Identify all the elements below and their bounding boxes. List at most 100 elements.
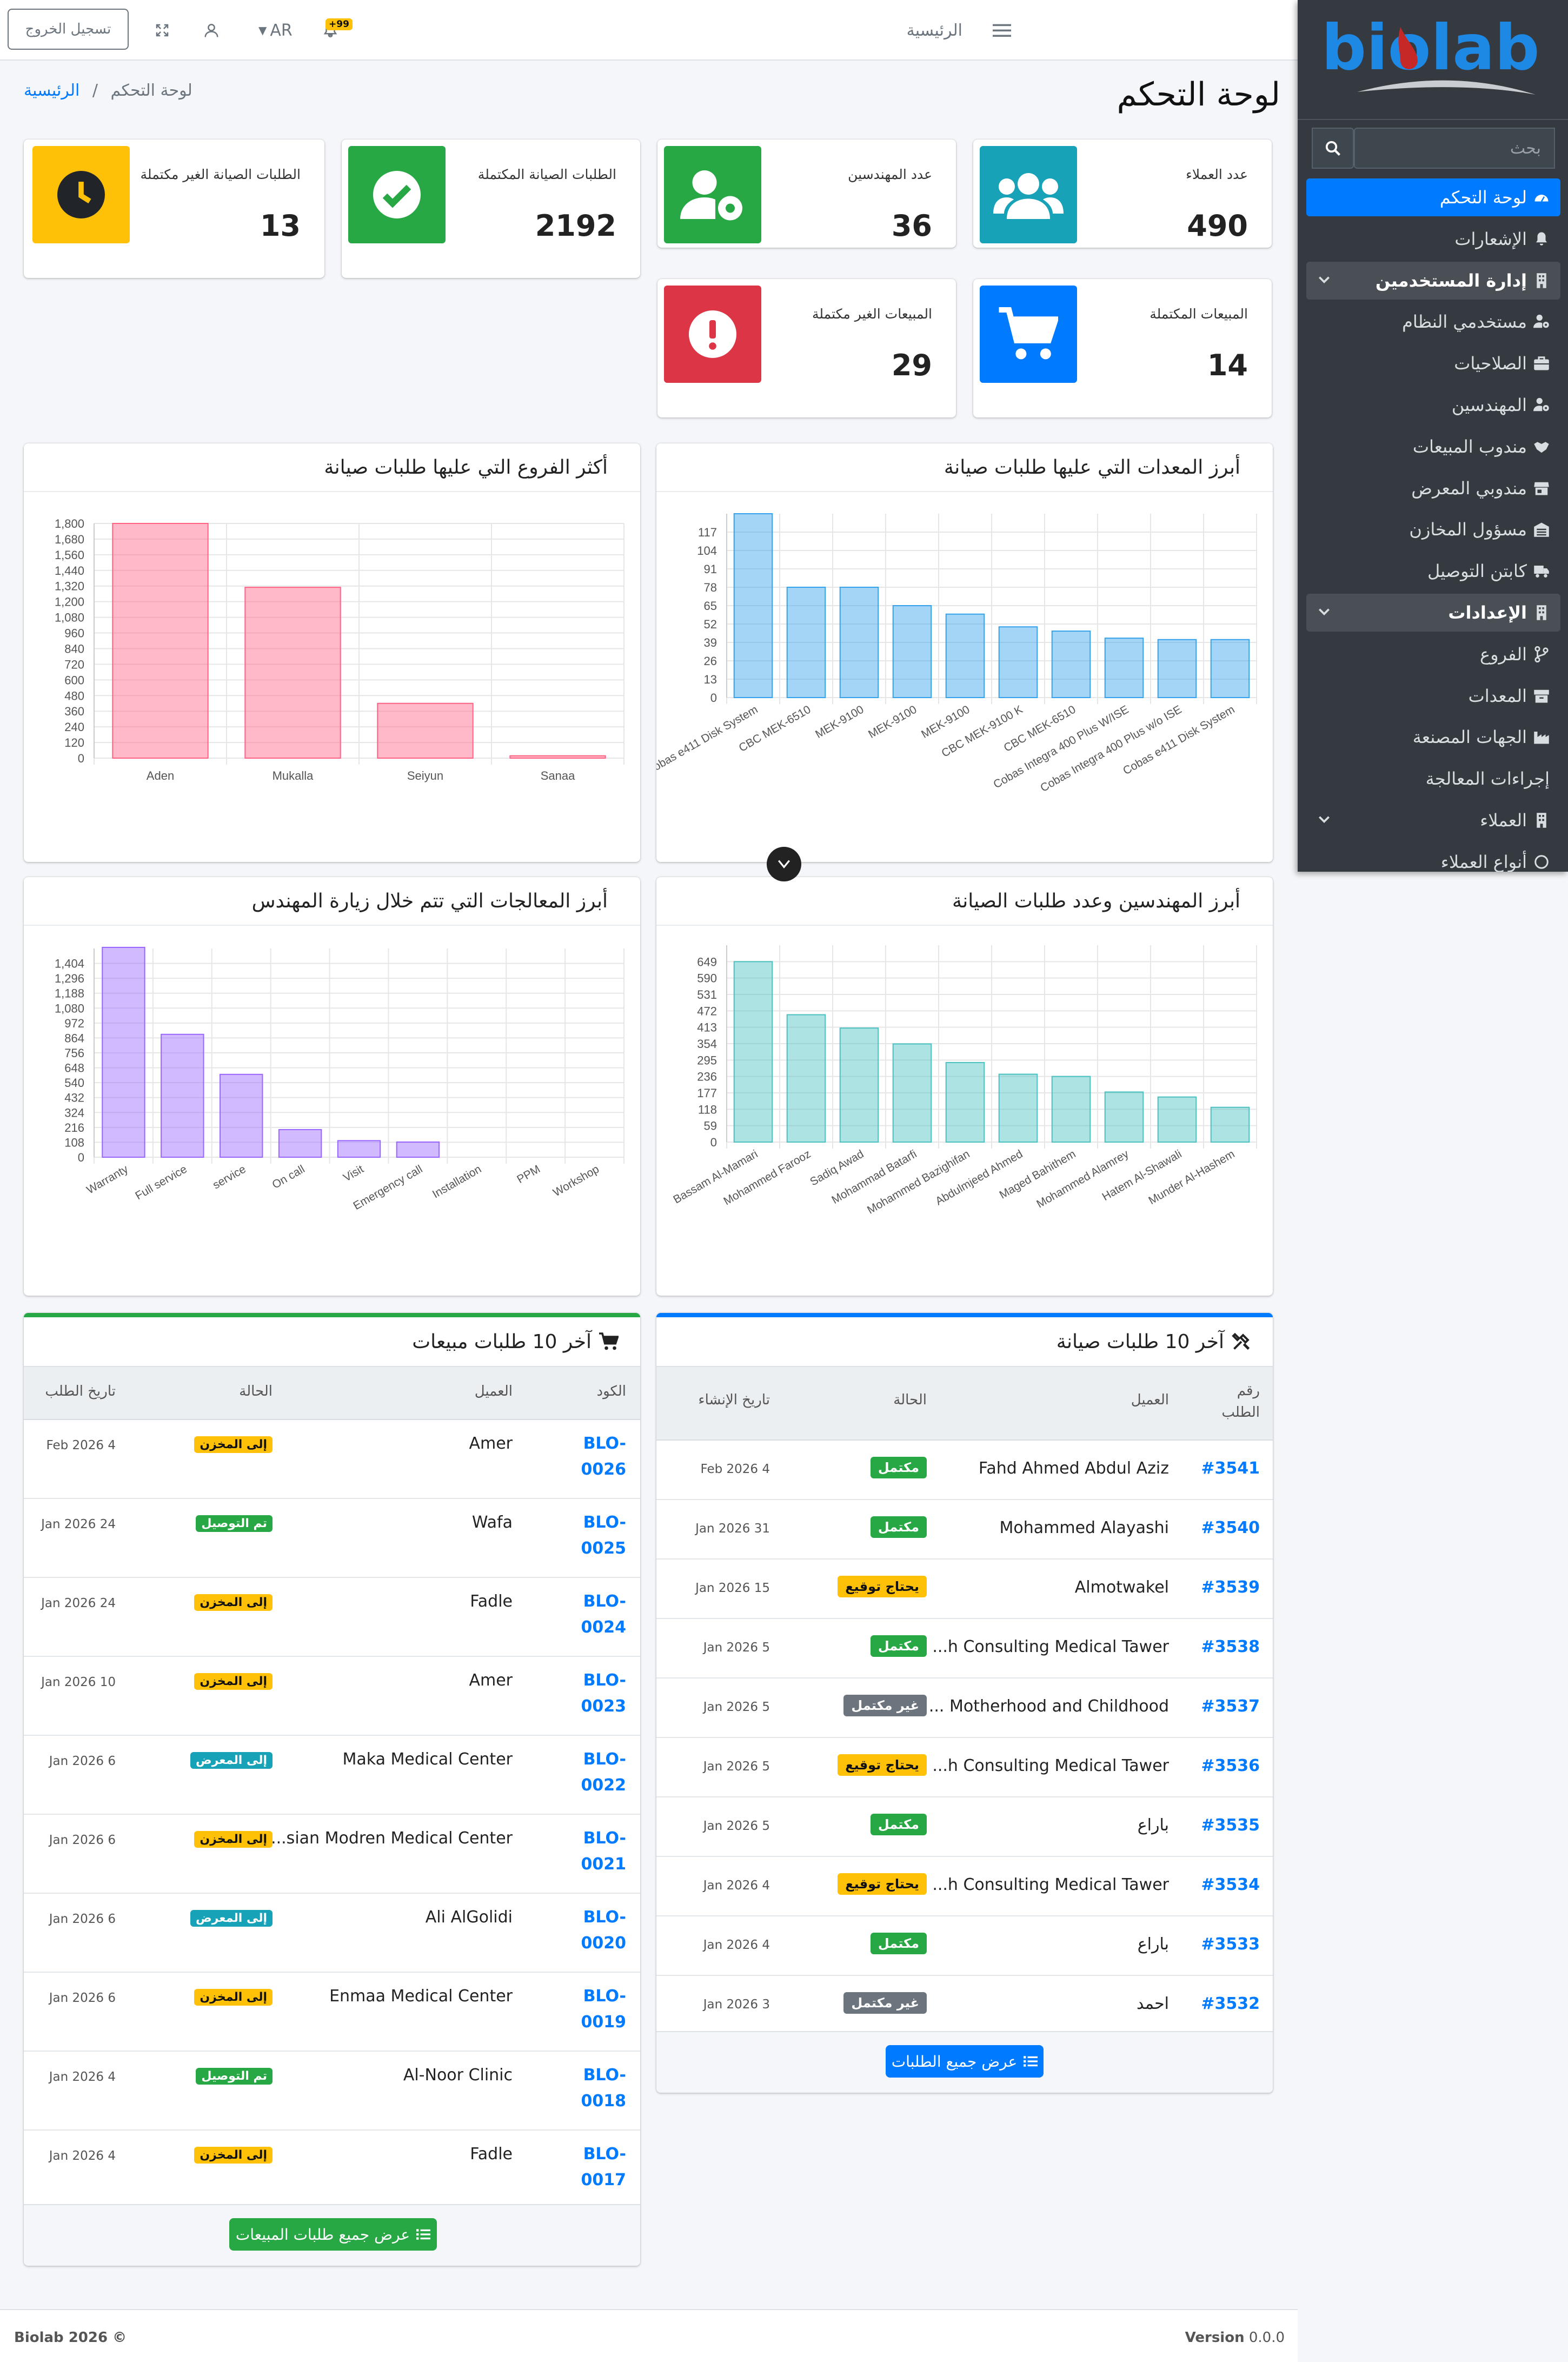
sidebar-item[interactable]: المهندسين [1306,386,1560,424]
notifications-icon[interactable] [322,0,338,61]
y-tick-label: 1,560 [55,548,84,562]
sidebar-item[interactable]: مندوب المبيعات [1306,428,1560,466]
language-dropdown[interactable]: ▼ AR [258,21,293,40]
y-tick-label: 413 [697,1021,717,1034]
sale-code-link[interactable]: BLO- 0019 [581,1983,627,2035]
sidebar-item[interactable]: مندوبي المعرض [1306,469,1560,507]
table-row[interactable]: BLO- 0018 Al-Noor Clinic تم التوصيل Jan 2… [24,2052,640,2131]
sidebar-item[interactable]: الفروع [1306,635,1560,673]
request-id-link[interactable]: #3532 [1201,1994,1260,2013]
stat-incomplete-maintenance[interactable]: الطلبات الصيانة الغير مكتملة 13 [24,140,324,278]
sidebar-item[interactable]: إدارة المستخدمين [1306,261,1560,300]
created-date: Jan 2026 5 [703,1760,770,1774]
request-id-link[interactable]: #3541 [1201,1459,1260,1478]
sale-code-link[interactable]: BLO- 0018 [581,2062,627,2114]
sale-code-link[interactable]: BLO- 0023 [581,1668,627,1720]
sidebar-search-input[interactable]: بحث [1354,128,1555,169]
y-tick-label: 480 [64,689,84,702]
brand-logo[interactable]: biolab [1298,0,1568,120]
table-row[interactable]: BLO- 0019 Enmaa Medical Center إلى المخزن… [24,1973,640,2052]
request-id-link[interactable]: #3539 [1201,1578,1260,1597]
sale-code-link[interactable]: BLO- 0017 [581,2141,627,2193]
table-row[interactable]: #3540 Mohammed Alayashi مكتمل Jan 2026 3… [656,1500,1273,1560]
table-row[interactable]: #3537 ... Motherhood and Childhood غير م… [656,1678,1273,1738]
sidebar-search-button[interactable] [1312,128,1354,169]
breadcrumb-current: لوحة التحكم [110,81,192,100]
sale-code-link[interactable]: BLO- 0020 [581,1905,627,1956]
table-row[interactable]: BLO- 0023 Amer إلى المخزن Jan 2026 10 [24,1657,640,1736]
fullscreen-icon[interactable] [154,0,170,61]
sidebar-item[interactable]: الصلاحيات [1306,344,1560,382]
request-id-link[interactable]: #3538 [1201,1637,1260,1656]
table-row[interactable]: BLO- 0025 Wafa تم التوصيل Jan 2026 24 [24,1499,640,1578]
code-number: 0020 [581,1934,627,1953]
stat-incomplete-sales[interactable]: المبيعات الغير مكتملة 29 [657,279,956,417]
table-row[interactable]: BLO- 0026 Amer إلى المخزن Feb 2026 4 [24,1420,640,1499]
menu-toggle-icon[interactable] [993,0,1011,61]
user-gear-icon [1533,397,1549,412]
request-id-link[interactable]: #3537 [1201,1697,1260,1716]
sale-code-link[interactable]: BLO- 0025 [581,1510,627,1562]
request-id-link[interactable]: #3540 [1201,1518,1260,1537]
sale-code-link[interactable]: BLO- 0021 [581,1826,627,1877]
sale-code-link[interactable]: BLO- 0022 [581,1747,627,1799]
request-id-link[interactable]: #3535 [1201,1816,1260,1835]
table-row[interactable]: #3535 باراع مكتمل Jan 2026 5 [656,1797,1273,1857]
table-row[interactable]: #3539 Almotwakel يحتاج توقيع Jan 2026 15 [656,1560,1273,1619]
table-row[interactable]: BLO- 0024 Fadle إلى المخزن Jan 2026 24 [24,1578,640,1657]
y-tick-label: 1,800 [55,517,84,530]
sidebar-item[interactable]: لوحة التحكم [1306,178,1560,216]
sidebar-item[interactable]: مسؤول المخازن [1306,510,1560,548]
sale-code-link[interactable]: BLO- 0024 [581,1589,627,1641]
engineers-bar-chart: 0 59 118 177 236 295 354 413 472 531 590 649 Bassam … [671,945,1257,1217]
home-link[interactable]: الرئيسية [906,21,962,40]
code-prefix: BLO- [583,1434,626,1453]
sidebar-item[interactable]: الجهات المصنعة [1306,718,1560,756]
stat-engineers[interactable]: عدد المهندسين 36 [657,140,956,248]
bar [102,946,145,1158]
table-row[interactable]: BLO- 0022 Maka Medical Center إلى المعرض … [24,1736,640,1815]
request-id-link[interactable]: #3534 [1201,1875,1260,1894]
sidebar-item[interactable]: إجراءات المعالجة [1306,760,1560,798]
table-row[interactable]: BLO- 0021 ...sian Modren Medical Center إ… [24,1815,640,1894]
scroll-down-button[interactable] [767,847,801,881]
view-all-requests-button[interactable]: عرض جميع الطلبات [886,2045,1044,2078]
bar [509,755,606,759]
created-date: Jan 2026 5 [703,1819,770,1833]
sidebar-item[interactable]: العملاء [1306,801,1560,839]
sidebar-item[interactable]: الإشعارات [1306,220,1560,258]
table-row[interactable]: #3532 احمد غير مكتمل Jan 2026 3 [656,1976,1273,2035]
x-tick-label: Bassam Al-Mamari [671,1147,760,1206]
view-all-sales-button[interactable]: عرض جميع طلبات المبيعات [229,2218,437,2251]
table-row[interactable]: BLO- 0017 Fadle إلى المخزن Jan 2026 4 [24,2131,640,2210]
request-id-link[interactable]: #3533 [1201,1935,1260,1954]
table-row[interactable]: #3536 ...h Consulting Medical Tawer يحتا… [656,1738,1273,1797]
bar [733,961,773,1143]
sidebar-item[interactable]: أنواع العملاء [1306,843,1560,872]
request-id-link[interactable]: #3536 [1201,1756,1260,1775]
sidebar-item[interactable]: الإعدادات [1306,594,1560,632]
sidebar-item[interactable]: مستخدمي النظام [1306,303,1560,341]
sidebar-item-label: المعدات [1468,685,1527,706]
sidebar-item-label: الإعدادات [1448,602,1527,623]
sale-code-link[interactable]: BLO- 0026 [581,1431,627,1483]
table-row[interactable]: #3534 ...h Consulting Medical Tawer يحتا… [656,1857,1273,1916]
logout-button[interactable]: تسجيل الخروج [8,9,129,50]
col-header: الحالة [239,1383,273,1399]
stat-completed-maintenance[interactable]: الطلبات الصيانة المكتملة 2192 [342,140,640,278]
table-row[interactable]: #3538 ...h Consulting Medical Tawer مكتم… [656,1619,1273,1678]
user-icon[interactable] [203,0,220,61]
sidebar-item[interactable]: كابتن التوصيل [1306,552,1560,590]
y-tick-label: 120 [64,736,84,749]
table-row[interactable]: #3541 Fahd Ahmed Abdul Aziz مكتمل Feb 20… [656,1441,1273,1500]
client-name: باراع [1137,1935,1169,1954]
table-row[interactable]: BLO- 0020 Ali AlGolidi إلى المعرض Jan 202… [24,1894,640,1973]
breadcrumb-home-link[interactable]: الرئيسية [24,81,80,100]
sidebar-item[interactable]: المعدات [1306,677,1560,715]
stat-completed-sales[interactable]: المبيعات المكتملة 14 [973,279,1272,417]
card-header: آخر 10 طلبات مبيعات [24,1317,640,1367]
biolab-logo: biolab [1321,11,1540,95]
order-date: Jan 2026 10 [41,1675,116,1689]
table-row[interactable]: #3533 باراع مكتمل Jan 2026 4 [656,1916,1273,1976]
stat-clients[interactable]: عدد العملاء 490 [973,140,1272,248]
